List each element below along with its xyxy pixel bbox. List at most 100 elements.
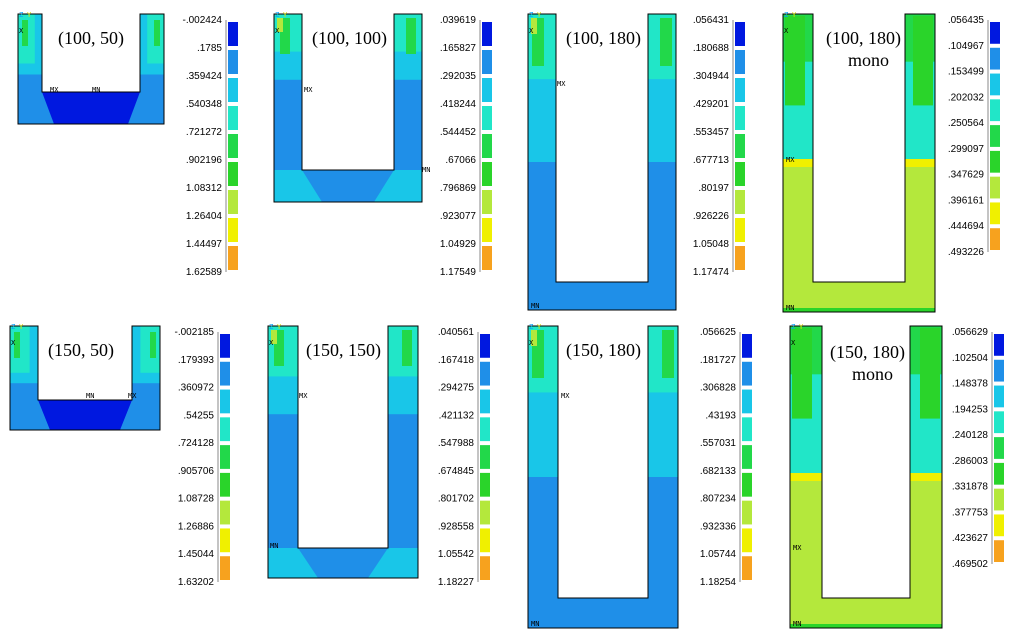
legend-value: .240128 (952, 430, 989, 441)
marker-mn: MN (793, 620, 801, 628)
legend-swatch (228, 50, 238, 74)
marker-mx: MX (561, 392, 570, 400)
legend-value: .056431 (693, 15, 730, 26)
legend-swatch (994, 514, 1004, 537)
panel-sublabel: mono (852, 364, 893, 384)
legend-swatch (480, 500, 490, 525)
legend-value: .331878 (952, 482, 989, 493)
legend-swatch (742, 472, 752, 497)
legend-value: .1785 (197, 43, 222, 54)
legend-swatch (994, 385, 1004, 408)
legend-swatch (228, 162, 238, 186)
legend-value: .360972 (178, 383, 215, 394)
axis-z-label: Z (269, 323, 273, 331)
contour-panel-p5: Z YX MN MX (150, 50) -.002185 .179393 .360972 .5… (9, 323, 230, 588)
legend-swatch (742, 528, 752, 553)
axis-z-label: Z (529, 11, 533, 19)
panel-label: (100, 50) (58, 28, 124, 49)
legend-swatch (990, 150, 1000, 173)
legend-swatch (990, 176, 1000, 199)
axis-y-label: Y (277, 323, 282, 331)
panel-label: (150, 180) (566, 340, 641, 361)
legend-p1: -.002424 .1785 .359424 .540348 .721272 .90219… (183, 15, 238, 278)
legend-value: 1.26886 (178, 521, 215, 532)
legend-value: 1.45044 (178, 549, 215, 560)
marker-mx: MX (786, 156, 795, 164)
legend-value: .377753 (952, 507, 989, 518)
legend-value: .923077 (440, 211, 477, 222)
legend-value: .54255 (183, 410, 214, 421)
legend-value: .80197 (698, 183, 729, 194)
legend-swatch (735, 22, 745, 46)
legend-value: .153499 (948, 67, 985, 78)
legend-swatch (228, 22, 238, 46)
legend-value: 1.17474 (693, 267, 730, 278)
marker-mx: MX (299, 392, 308, 400)
legend-p3: .056431 .180688 .304944 .429201 .553457 .6777… (693, 15, 745, 278)
axis-y-label: Y (283, 11, 288, 19)
legend-p6: .040561 .167418 .294275 .421132 .547988 .6748… (438, 327, 490, 588)
legend-value: .056625 (700, 327, 737, 338)
axis-z-label: Z (784, 11, 788, 19)
marker-mn: MN (270, 542, 278, 550)
legend-swatch (742, 500, 752, 525)
axis-x-label: X (11, 339, 16, 347)
legend-swatch (228, 246, 238, 270)
legend-value: .299097 (948, 144, 985, 155)
axis-x-label: X (791, 339, 796, 347)
axis-z-label: Z (19, 11, 23, 19)
legend-swatch (220, 500, 230, 525)
legend-swatch (735, 50, 745, 74)
legend-swatch (735, 162, 745, 186)
legend-value: .926226 (693, 211, 730, 222)
legend-swatch (482, 22, 492, 46)
legend-value: .039619 (440, 15, 477, 26)
panel-label: (100, 180) (826, 28, 901, 49)
legend-value: .677713 (693, 155, 730, 166)
marker-mx: MX (304, 86, 313, 94)
legend-swatch (482, 246, 492, 270)
axis-x-label: X (529, 27, 534, 35)
legend-swatch (482, 134, 492, 158)
legend-swatch (742, 556, 752, 580)
legend-value: 1.05744 (700, 549, 737, 560)
axis-y-label: Y (537, 11, 542, 19)
legend-value: .040561 (438, 327, 475, 338)
marker-mx: MX (793, 544, 802, 552)
legend-value: .932336 (700, 521, 737, 532)
legend-value: 1.26404 (186, 211, 223, 222)
legend-value: .928558 (438, 521, 475, 532)
legend-swatch (228, 78, 238, 102)
legend-swatch (480, 361, 490, 386)
legend-value: 1.63202 (178, 577, 215, 588)
legend-swatch (990, 125, 1000, 147)
legend-value: 1.05048 (693, 239, 730, 250)
legend-value: .418244 (440, 99, 477, 110)
contour-panel-p6: Z YX MX MN (150, 150) .040561 .167418 .294275 .4… (267, 323, 490, 588)
legend-value: 1.04929 (440, 239, 477, 250)
axis-y-label: Y (799, 323, 804, 331)
legend-swatch (228, 218, 238, 242)
legend-swatch (735, 134, 745, 158)
legend-value: .294275 (438, 383, 475, 394)
contour-panel-p4: Z YX MX MN (100, 180)mono .056435 .104967 .1534… (782, 11, 1000, 313)
panel-sublabel: mono (848, 50, 889, 70)
axis-z-label: Z (275, 11, 279, 19)
legend-swatch (220, 417, 230, 442)
legend-swatch (994, 411, 1004, 434)
contour-panel-p1: Z YX MX MN (100, 50) -.002424 .1785 .359424 .540… (17, 11, 238, 278)
legend-value: 1.17549 (440, 267, 477, 278)
marker-mx: MX (557, 80, 566, 88)
legend-value: .102504 (952, 353, 989, 364)
legend-swatch (482, 190, 492, 214)
legend-value: .148378 (952, 379, 989, 390)
marker-mn: MN (92, 86, 100, 94)
legend-value: .674845 (438, 466, 475, 477)
legend-value: 1.08312 (186, 183, 223, 194)
legend-value: .396161 (948, 195, 985, 206)
legend-swatch (480, 417, 490, 442)
legend-swatch (994, 334, 1004, 356)
axis-z-label: Z (791, 323, 795, 331)
legend-value: .181727 (700, 355, 737, 366)
legend-swatch (994, 462, 1004, 485)
